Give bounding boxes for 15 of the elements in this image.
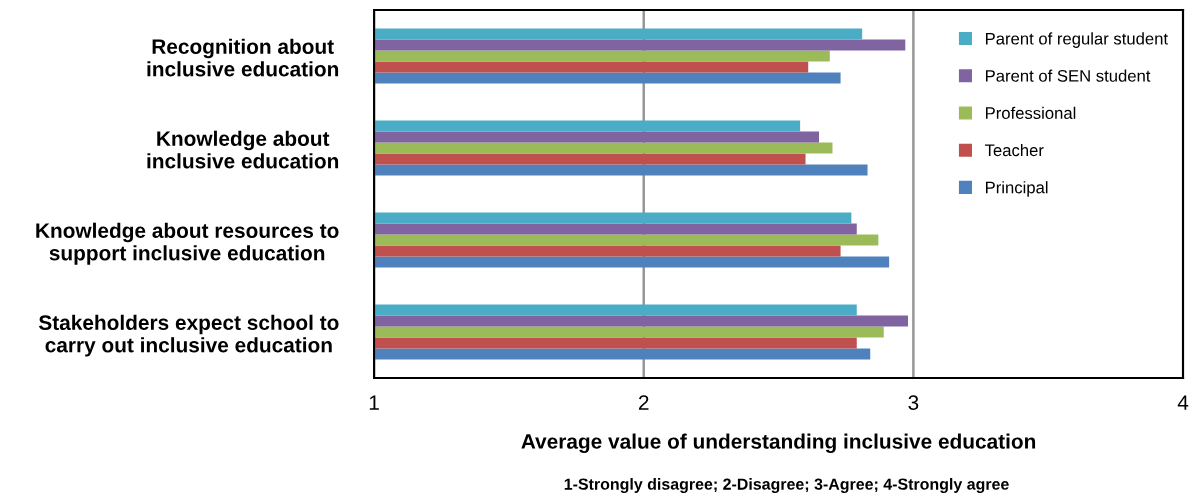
y-tick-label: Stakeholders expect school to carry out inclusive education: [38, 314, 339, 357]
x-tick-label: 1: [369, 395, 379, 410]
y-tick-label: Knowledge about resources to support inclusive education: [36, 222, 339, 265]
y-tick-label: Knowledge about inclusive education: [147, 130, 339, 169]
x-tick-label: 2: [638, 395, 649, 410]
text: 1-Strongly disagree; 2-Disagree; 3-Agree; 4-Strongly agree: [564, 478, 1009, 494]
x-tick-label: 4: [1177, 395, 1189, 410]
legend-label: Professional: [985, 106, 1076, 119]
x-tick-label: 3: [908, 395, 919, 410]
x-axis-title: Average value of understanding inclusive education: [521, 433, 1036, 454]
y-tick-label: Recognition about inclusive education: [147, 38, 339, 77]
legend-label: Teacher: [985, 143, 1044, 157]
legend-label: Parent of regular student: [985, 32, 1168, 48]
legend-label: Principal: [985, 181, 1048, 197]
legend-label: Parent of SEN student: [985, 69, 1151, 82]
